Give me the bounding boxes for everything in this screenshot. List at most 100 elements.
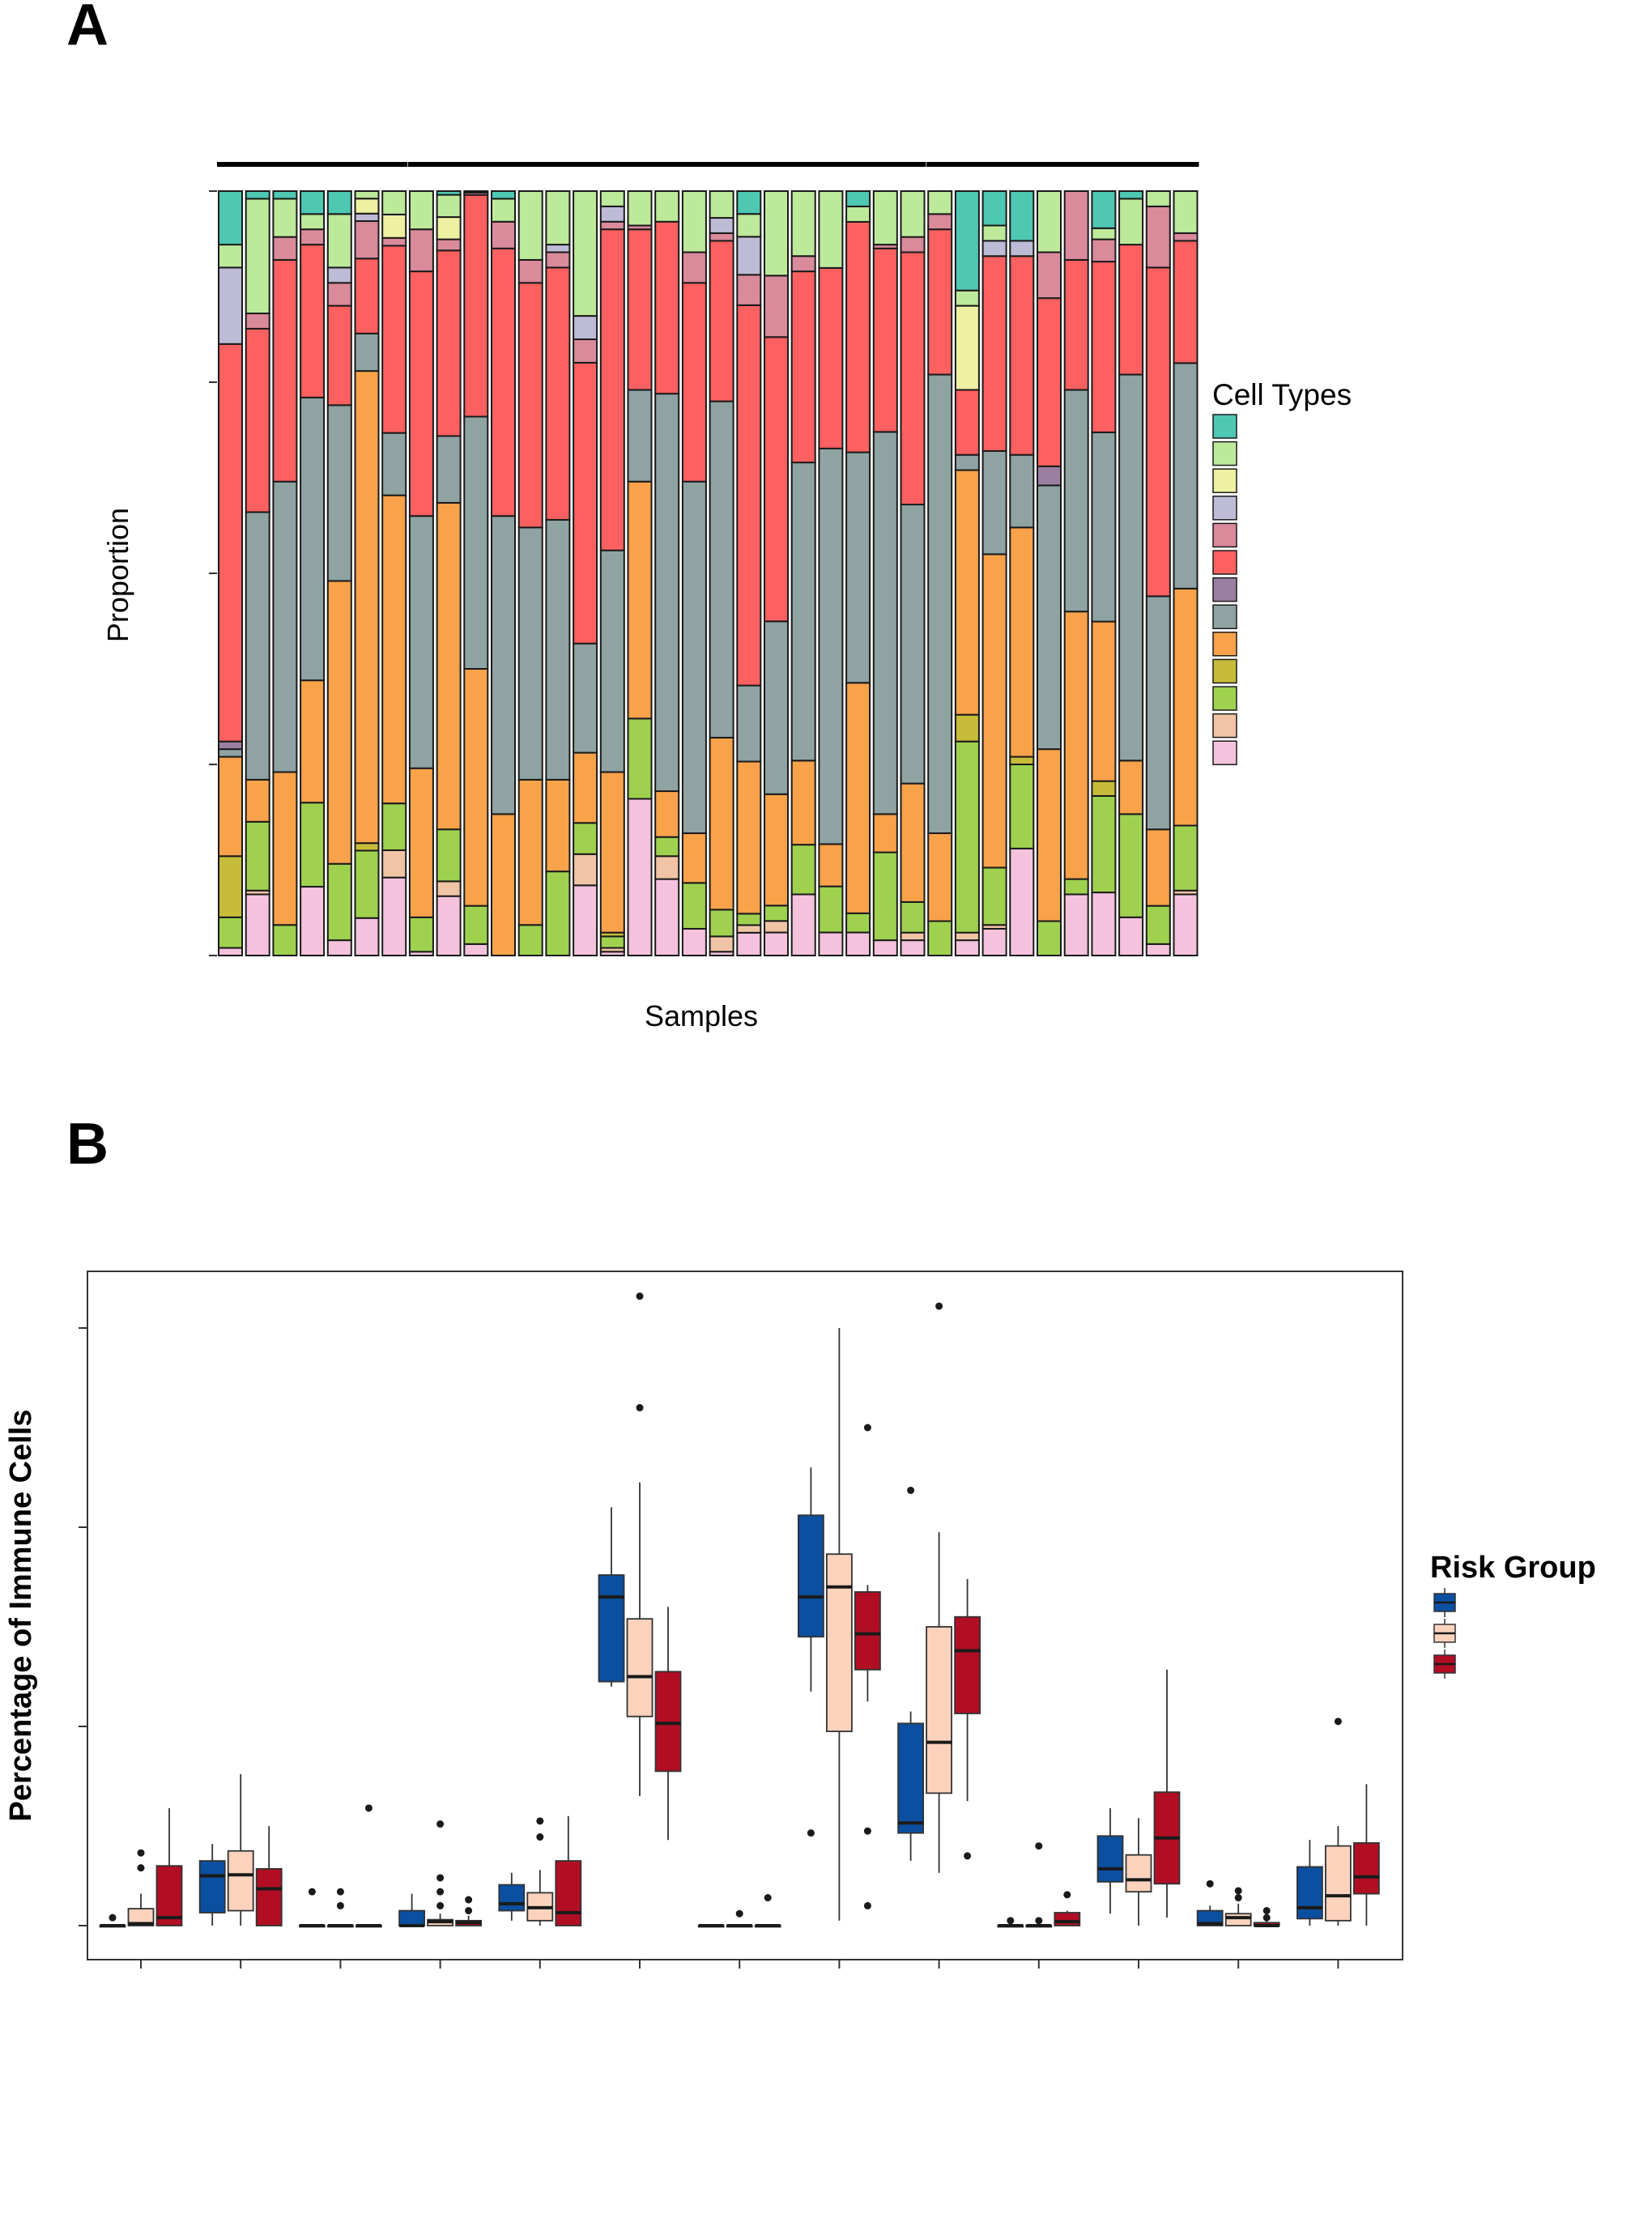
sample-bar-36 (1173, 190, 1199, 956)
outlier-point-intermediate (1035, 1842, 1043, 1850)
outlier-point-intermediate (137, 1849, 145, 1857)
bar-segment-mast-cells (1118, 760, 1144, 815)
bar-segment-naive-cd4-t-cells (900, 190, 926, 238)
bar-segment-follicular-helper-t-cells (954, 304, 980, 391)
outlier-point-intermediate (636, 1292, 644, 1300)
bar-segment-mast-cells (272, 771, 298, 926)
outlier-point-low (1206, 1879, 1214, 1888)
bar-segment-monocytes (764, 336, 789, 623)
bar-segment-cd8-t-cells (300, 190, 326, 215)
outlier-point-high (465, 1907, 473, 1915)
bar-segment-cd4-memory-t-cells (681, 927, 707, 956)
bar-segment-regulatory-t-cells (709, 217, 734, 234)
bar-segment-regulatory-t-cells (981, 240, 1007, 258)
bar-segment-monocytes (354, 258, 380, 334)
bar-segment-neutrophils (764, 620, 789, 795)
legend-key-high (1433, 1649, 1456, 1679)
bar-segment-mast-cells (300, 679, 326, 804)
bar-segment-nk-cells (545, 870, 571, 957)
bar-segment-cd4-memory-t-cells (436, 895, 462, 956)
bar-segment-dendritic-cells (736, 924, 762, 934)
bar-segment-monocytes (845, 220, 871, 453)
bar-segment-gamma-delta-t-cells (1145, 205, 1171, 269)
bar-segment-mast-cells (245, 778, 270, 823)
bar-segment-naive-cd4-t-cells (545, 190, 571, 246)
sample-bar-14 (573, 190, 598, 957)
bar-segment-cd4-memory-t-cells (1118, 916, 1144, 957)
sample-bar-35 (1145, 190, 1171, 956)
bar-segment-naive-cd4-t-cells (491, 198, 516, 223)
bar-segment-monocytes (654, 220, 680, 395)
legend-swatch-eosinophils (1212, 577, 1237, 602)
bar-segment-monocytes (1063, 258, 1089, 391)
bar-segment-gamma-delta-t-cells (736, 274, 762, 306)
bar-segment-neutrophils (545, 518, 571, 781)
box-high (954, 1615, 981, 1714)
bar-segment-naive-cd4-t-cells (736, 213, 762, 238)
sample-bar-20 (736, 190, 762, 957)
bar-segment-cd4-memory-t-cells (326, 939, 352, 956)
box-intermediate (826, 1553, 853, 1733)
outlier-point-high (863, 1901, 871, 1909)
bar-segment-nk-cells (408, 916, 434, 953)
bar-segment-regulatory-t-cells (354, 212, 380, 223)
bar-segment-dendritic-cells (764, 920, 789, 934)
bar-segment-gamma-delta-t-cells (436, 238, 462, 252)
bar-segment-naive-cd4-t-cells (627, 190, 653, 227)
bar-segment-nk-cells (1009, 764, 1035, 849)
bar-segment-naive-cd4-t-cells (463, 190, 489, 194)
bar-segment-cd4-memory-t-cells (381, 876, 407, 956)
bar-segment-naive-cd4-t-cells (818, 190, 844, 269)
bar-segment-mast-cells (573, 751, 598, 824)
stacked-bars (218, 190, 1199, 957)
bar-segment-mast-cells (900, 782, 926, 903)
bar-segment-naive-cd4-t-cells (354, 190, 380, 200)
panel-a-label: A (66, 0, 109, 57)
bar-segment-dendritic-cells (436, 880, 462, 897)
bar-segment-nk-cells (300, 802, 326, 888)
bar-segment-nk-cells (599, 935, 625, 949)
outlier-point-high (1063, 1891, 1071, 1899)
outlier-point-high (465, 1896, 473, 1904)
bar-segment-dendritic-cells (900, 931, 926, 942)
bar-segment-naive-cd4-t-cells (1091, 227, 1117, 241)
bar-segment-mast-cells (736, 760, 762, 915)
legend-swatch-cd4-memory-t-cells (1212, 740, 1237, 765)
bar-segment-monocytes (790, 270, 816, 464)
bar-segment-naive-cd4-t-cells (790, 190, 816, 258)
outlier-point-intermediate (137, 1864, 145, 1872)
outlier-point-high (1262, 1907, 1271, 1915)
bar-segment-naive-cd4-t-cells (381, 190, 407, 215)
bar-segment-mast-cells (463, 668, 489, 907)
a-x-axis-title: Samples (645, 999, 758, 1032)
sample-bar-29 (981, 190, 1007, 956)
bar-segment-monocytes (954, 389, 980, 456)
outlier-point-high (863, 1827, 871, 1835)
bar-segment-gamma-delta-t-cells (245, 313, 270, 330)
bar-segment-nk-cells (709, 909, 734, 938)
bar-segment-nk-cells (218, 916, 243, 949)
sample-bar-31 (1037, 190, 1062, 957)
box-low (598, 1574, 625, 1683)
box-high (1054, 1912, 1081, 1926)
bar-segment-mast-cells (1173, 587, 1199, 827)
bar-segment-naive-cd4-t-cells (845, 205, 871, 223)
bar-segment-macrophages (1009, 756, 1035, 765)
legend-swatch-neutrophils (1212, 604, 1237, 629)
bar-segment-nk-cells (845, 912, 871, 934)
outlier-point-intermediate (436, 1820, 445, 1828)
a-y-axis-title: Proportion (101, 508, 134, 642)
bar-segment-neutrophils (326, 404, 352, 582)
bar-segment-neutrophils (1145, 595, 1171, 831)
bar-segment-nk-cells (627, 717, 653, 800)
bar-segment-regulatory-t-cells (1009, 240, 1035, 258)
sample-bar-4 (300, 190, 326, 957)
outlier-point-high (964, 1852, 972, 1860)
bar-segment-gamma-delta-t-cells (1063, 190, 1089, 261)
outlier-point-low (1007, 1917, 1015, 1925)
bar-segment-neutrophils (1173, 362, 1199, 590)
bar-segment-cd4-memory-t-cells (463, 943, 489, 956)
bar-segment-monocytes (927, 228, 953, 376)
bar-segment-monocytes (463, 194, 489, 418)
bar-segment-nk-cells (654, 836, 680, 858)
